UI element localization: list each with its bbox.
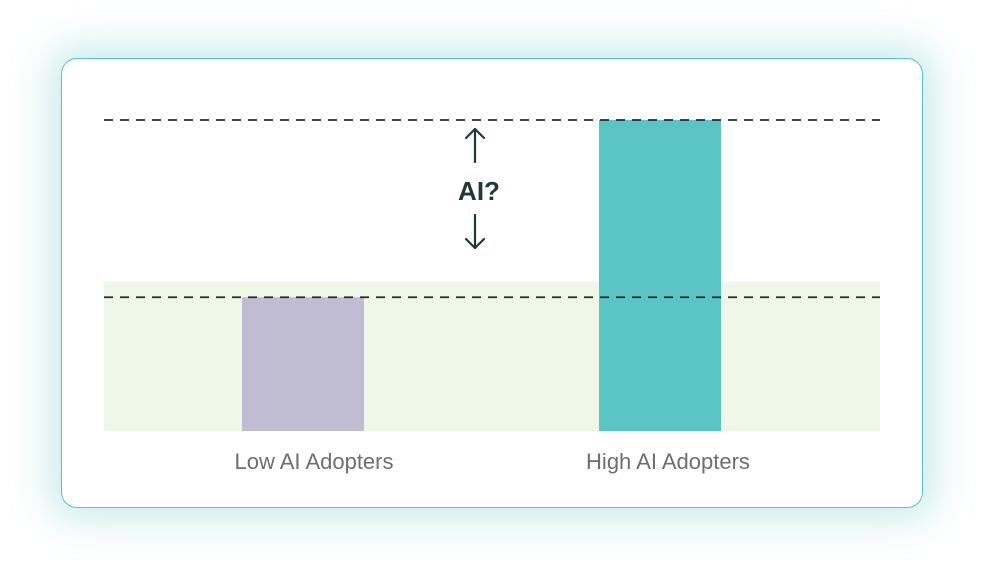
gap-annotation: AI? [458,127,500,250]
bar-low-ai-adopters [242,297,364,431]
arrow-up-head-icon [464,127,486,140]
x-tick-label: Low AI Adopters [235,449,394,474]
bar-high-ai-adopters [599,120,721,431]
annotation-label: AI? [458,176,500,206]
arrow-down-head-icon [464,237,486,250]
x-tick-label: High AI Adopters [586,449,750,474]
baseline-band [104,281,880,431]
